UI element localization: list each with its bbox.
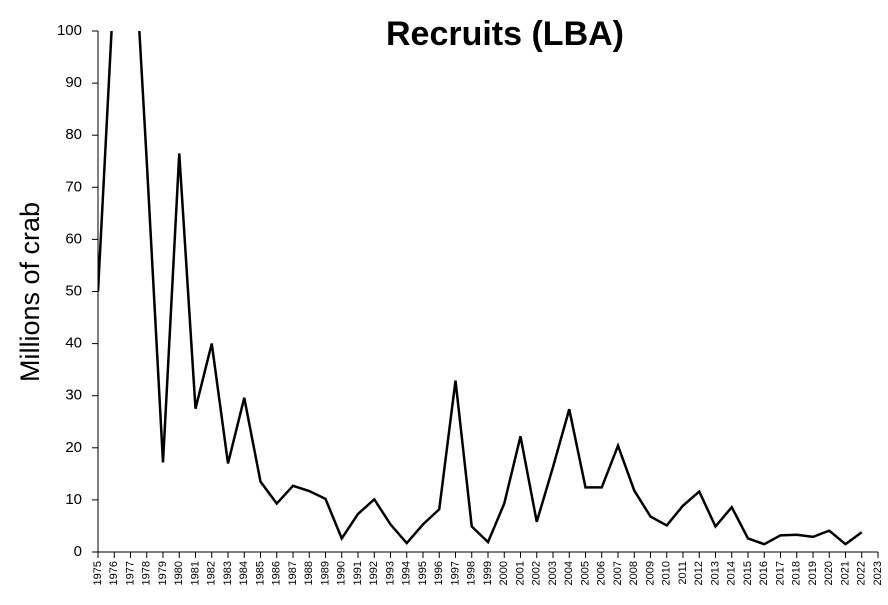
y-tick-label: 60: [65, 230, 82, 247]
x-tick-label: 1993: [384, 561, 396, 585]
x-tick-label: 2004: [563, 561, 575, 585]
y-tick-label: 70: [65, 178, 82, 195]
x-tick-label: 2021: [839, 561, 851, 585]
data-line: [98, 31, 863, 546]
x-tick-label: 1995: [417, 561, 429, 585]
x-tick-label: 1981: [189, 561, 201, 585]
x-tick-label: 2003: [547, 561, 559, 585]
y-tick-label: 90: [65, 74, 82, 91]
y-tick-label: 100: [57, 22, 82, 39]
x-tick-label: 1976: [108, 561, 120, 585]
x-tick-label: 2005: [579, 561, 591, 585]
x-tick-label: 1985: [254, 561, 266, 585]
x-tick-label: 2020: [823, 561, 835, 585]
y-tick-label: 80: [65, 126, 82, 143]
x-tick-label: 1979: [157, 561, 169, 585]
x-tick-label: 2013: [709, 561, 721, 585]
x-tick-label: 2006: [596, 561, 608, 585]
x-tick-label: 1996: [433, 561, 445, 585]
x-tick-label: 2015: [742, 561, 754, 585]
x-tick-label: 2018: [791, 561, 803, 585]
x-tick-label: 1975: [92, 561, 104, 585]
x-tick-label: 1990: [336, 561, 348, 585]
x-tick-label: 2000: [498, 561, 510, 585]
x-tick-label: 2012: [693, 561, 705, 585]
x-tick-label: 2011: [677, 561, 689, 585]
x-tick-label: 1978: [141, 561, 153, 585]
y-tick-label: 50: [65, 282, 82, 299]
y-tick-label: 20: [65, 439, 82, 456]
x-tick-label: 1997: [449, 561, 461, 585]
x-tick-label: 1999: [482, 561, 494, 585]
x-tick-label: 1977: [124, 561, 136, 585]
x-tick-label: 2009: [644, 561, 656, 585]
y-tick-label: 0: [74, 543, 82, 560]
x-tick-label: 1992: [368, 561, 380, 585]
x-tick-label: 2010: [661, 561, 673, 585]
x-tick-label: 1982: [206, 561, 218, 585]
y-tick-label: 40: [65, 335, 82, 352]
y-tick-label: 10: [65, 491, 82, 508]
x-tick-label: 1987: [287, 561, 299, 585]
x-tick-label: 2001: [514, 561, 526, 585]
x-tick-label: 1983: [222, 561, 234, 585]
x-tick-label: 1988: [303, 561, 315, 585]
x-tick-label: 1986: [271, 561, 283, 585]
x-tick-label: 2008: [628, 561, 640, 585]
x-tick-label: 1998: [466, 561, 478, 585]
x-tick-label: 2022: [856, 561, 868, 585]
x-tick-label: 2019: [807, 561, 819, 585]
x-tick-label: 1991: [352, 561, 364, 585]
x-tick-label: 2007: [612, 561, 624, 585]
y-tick-label: 30: [65, 387, 82, 404]
x-tick-label: 2014: [726, 561, 738, 585]
x-tick-label: 1984: [238, 561, 250, 585]
x-tick-label: 1989: [319, 561, 331, 585]
x-tick-label: 1980: [173, 561, 185, 585]
x-tick-label: 2002: [531, 561, 543, 585]
x-tick-label: 2017: [774, 561, 786, 585]
x-tick-label: 1994: [401, 561, 413, 585]
x-tick-label: 2023: [872, 561, 884, 585]
x-tick-label: 2016: [758, 561, 770, 585]
y-axis-label: Millions of crab: [15, 202, 45, 382]
chart-title: Recruits (LBA): [386, 15, 624, 53]
